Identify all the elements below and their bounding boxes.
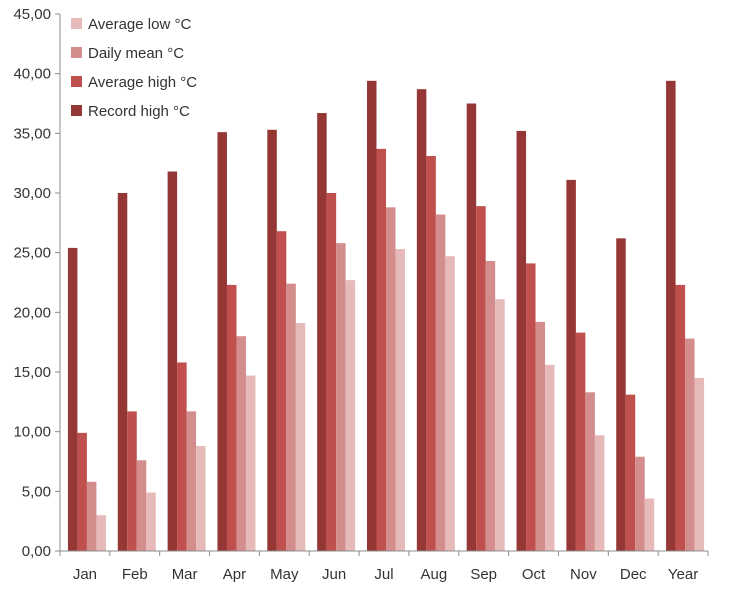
x-tick-label-apr: Apr <box>223 566 246 583</box>
bar-nov-series-1 <box>575 332 586 551</box>
bar-mar-series-0 <box>167 171 178 551</box>
y-tick-label: 10,00 <box>13 424 51 441</box>
bar-dec-series-1 <box>625 394 636 551</box>
x-tick-label-feb: Feb <box>122 566 148 583</box>
bar-may-series-2 <box>286 283 296 551</box>
bar-oct-series-3 <box>545 364 555 551</box>
bar-apr-series-1 <box>226 284 237 551</box>
bar-may-series-0 <box>267 129 277 551</box>
bar-jun-series-0 <box>317 113 327 552</box>
bar-jun-series-3 <box>345 280 356 551</box>
bar-sep-series-2 <box>485 261 496 551</box>
bar-jul-series-1 <box>376 148 386 551</box>
bars-layer <box>67 80 705 552</box>
x-tick-label-oct: Oct <box>522 566 546 583</box>
x-tick-label-aug: Aug <box>420 566 447 583</box>
legend: Average low °C Daily mean °C Average high … <box>71 16 197 120</box>
bar-jul-series-3 <box>395 249 405 551</box>
bar-jan-series-0 <box>67 247 78 551</box>
bar-mar-series-3 <box>196 445 206 551</box>
bar-dec-series-2 <box>635 456 645 551</box>
x-tick-label-mar: Mar <box>172 566 198 583</box>
bar-jun-series-2 <box>336 243 346 551</box>
bar-feb-series-3 <box>146 492 156 551</box>
bar-dec-series-0 <box>616 238 626 551</box>
bar-sep-series-0 <box>466 103 477 551</box>
x-tick-label-year: Year <box>668 566 698 583</box>
bar-sep-series-1 <box>476 206 486 551</box>
x-tick-label-sep: Sep <box>470 566 497 583</box>
y-tick-label: 40,00 <box>13 66 51 83</box>
legend-label: Record high °C <box>88 103 190 120</box>
bar-aug-series-3 <box>445 256 455 551</box>
bar-dec-series-3 <box>644 498 655 551</box>
bar-year-series-3 <box>694 377 705 551</box>
bar-may-series-3 <box>295 323 306 551</box>
bar-aug-series-1 <box>426 156 436 551</box>
bar-apr-series-3 <box>245 375 256 551</box>
bar-feb-series-1 <box>127 411 137 551</box>
bar-may-series-1 <box>276 231 287 551</box>
y-tick-label: 20,00 <box>13 304 51 321</box>
legend-swatch <box>71 105 82 116</box>
ticks-layer: 0,00 5,00 10,00 15,00 20,00 25,00 30,00 35,00 40… <box>13 6 709 583</box>
legend-label: Average high °C <box>88 74 197 91</box>
bar-apr-series-2 <box>236 336 246 551</box>
bar-jun-series-1 <box>326 193 337 551</box>
legend-swatch <box>71 18 82 29</box>
y-tick-label: 5,00 <box>22 483 51 500</box>
y-tick-label: 0,00 <box>22 543 51 560</box>
y-tick-label: 45,00 <box>13 6 51 23</box>
bar-oct-series-2 <box>535 321 546 551</box>
x-tick-label-jun: Jun <box>322 566 346 583</box>
bar-jul-series-0 <box>367 80 377 551</box>
bar-nov-series-0 <box>566 179 576 551</box>
bar-jan-series-2 <box>86 481 97 551</box>
legend-swatch <box>71 76 82 87</box>
bar-jan-series-1 <box>77 432 87 551</box>
bar-nov-series-3 <box>594 435 605 551</box>
y-tick-label: 30,00 <box>13 185 51 202</box>
x-tick-label-dec: Dec <box>620 566 647 583</box>
x-tick-label-may: May <box>270 566 299 583</box>
bar-oct-series-1 <box>526 263 536 551</box>
bar-mar-series-1 <box>177 362 187 551</box>
bar-oct-series-0 <box>516 130 527 551</box>
bar-nov-series-2 <box>585 392 595 551</box>
x-tick-label-nov: Nov <box>570 566 597 583</box>
bar-aug-series-2 <box>435 214 446 552</box>
bar-aug-series-0 <box>416 89 427 552</box>
x-tick-label-jul: Jul <box>374 566 393 583</box>
x-tick-label-jan: Jan <box>73 566 97 583</box>
bar-jan-series-3 <box>96 515 106 551</box>
axes-layer <box>59 14 708 552</box>
y-tick-label: 35,00 <box>13 125 51 142</box>
bar-sep-series-3 <box>495 299 505 551</box>
bar-feb-series-0 <box>117 193 128 551</box>
legend-label: Daily mean °C <box>88 45 184 62</box>
bar-feb-series-2 <box>136 460 147 551</box>
bar-year-series-0 <box>666 80 676 551</box>
legend-label: Average low °C <box>88 16 191 33</box>
bar-year-series-2 <box>685 338 695 551</box>
bar-apr-series-0 <box>217 132 227 551</box>
bar-mar-series-2 <box>186 411 197 551</box>
bar-year-series-1 <box>675 284 686 551</box>
bar-jul-series-2 <box>386 207 396 551</box>
y-tick-label: 25,00 <box>13 245 51 262</box>
legend-swatch <box>71 47 82 58</box>
y-tick-label: 15,00 <box>13 364 51 381</box>
